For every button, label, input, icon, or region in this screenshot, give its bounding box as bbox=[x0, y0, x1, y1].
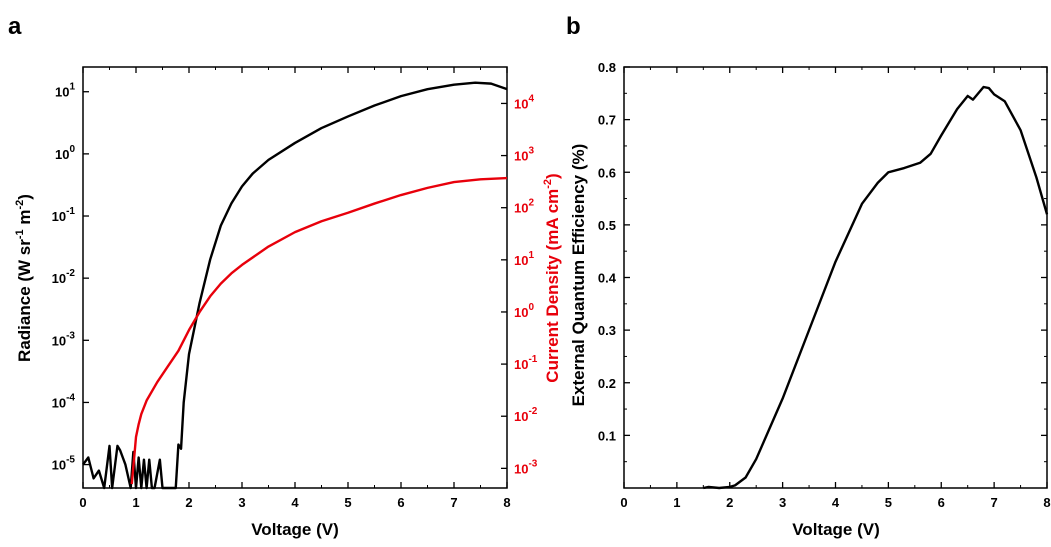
x-tick-label: 0 bbox=[620, 495, 627, 510]
x-tick-label: 7 bbox=[991, 495, 998, 510]
y-right-tick-label: 101 bbox=[514, 250, 534, 268]
panel-label-b: b bbox=[566, 13, 581, 40]
x-tick-label: 5 bbox=[344, 495, 351, 510]
x-tick-label: 3 bbox=[238, 495, 245, 510]
x-tick-label: 8 bbox=[503, 495, 510, 510]
y-right-tick-label: 102 bbox=[514, 198, 534, 216]
x-tick-label: 5 bbox=[885, 495, 892, 510]
x-tick-label: 6 bbox=[397, 495, 404, 510]
y-left-axis-ticks: 10-5 10-4 10-3 10-2 10-1 100 101 bbox=[52, 82, 89, 473]
y-right-tick-label: 10-2 bbox=[514, 406, 538, 424]
y-right-axis-label: Current Density (mA cm-2) bbox=[542, 173, 562, 382]
eqe-line bbox=[703, 85, 1049, 490]
chart-b: 0 1 2 3 4 5 6 7 8 0.1 0.2 0.3 0.4 0.5 0.6 0.7 0.8 Volta… bbox=[569, 60, 1051, 539]
current-density-line bbox=[130, 176, 508, 485]
y-left-tick-label: 101 bbox=[55, 82, 75, 100]
chart-a: 0 1 2 3 4 5 6 7 8 10-5 10-4 10-3 10-2 10-1 100 101 10-… bbox=[14, 66, 562, 539]
y-left-tick-label: 10-1 bbox=[52, 206, 76, 224]
x-tick-label: 2 bbox=[726, 495, 733, 510]
x-tick-label: 1 bbox=[132, 495, 139, 510]
y-tick-label: 0.1 bbox=[598, 428, 616, 443]
x-axis-label: Voltage (V) bbox=[251, 520, 339, 539]
y-axis-label: External Quantum Efficiency (%) bbox=[569, 144, 588, 407]
y-tick-label: 0.3 bbox=[598, 323, 616, 338]
y-tick-label: 0.8 bbox=[598, 60, 616, 75]
panel-label-a: a bbox=[8, 13, 22, 40]
x-tick-label: 2 bbox=[185, 495, 192, 510]
x-axis-label: Voltage (V) bbox=[792, 520, 880, 539]
series-lines bbox=[82, 81, 508, 490]
series-lines bbox=[703, 85, 1049, 490]
y-right-tick-label: 10-3 bbox=[514, 458, 538, 476]
x-tick-label: 3 bbox=[779, 495, 786, 510]
radiance-line bbox=[82, 81, 508, 490]
y-right-tick-label: 103 bbox=[514, 146, 534, 164]
y-tick-label: 0.4 bbox=[598, 271, 617, 286]
x-axis-ticks: 0 1 2 3 4 5 6 7 8 bbox=[620, 67, 1051, 510]
y-right-axis-ticks: 10-3 10-2 10-1 100 101 102 103 104 bbox=[501, 93, 538, 476]
y-left-axis-label: Radiance (W sr-1 m-2) bbox=[14, 194, 34, 362]
y-right-tick-label: 100 bbox=[514, 302, 534, 320]
y-axis-ticks: 0.1 0.2 0.3 0.4 0.5 0.6 0.7 0.8 bbox=[598, 60, 1047, 463]
y-left-tick-label: 10-2 bbox=[52, 268, 76, 286]
y-tick-label: 0.5 bbox=[598, 218, 616, 233]
y-tick-label: 0.7 bbox=[598, 113, 616, 128]
y-right-tick-label: 10-1 bbox=[514, 354, 538, 372]
y-tick-label: 0.6 bbox=[598, 165, 616, 180]
x-tick-label: 4 bbox=[832, 495, 840, 510]
y-tick-label: 0.2 bbox=[598, 376, 616, 391]
y-left-tick-label: 10-5 bbox=[52, 455, 76, 473]
x-tick-label: 7 bbox=[450, 495, 457, 510]
plot-frame bbox=[623, 66, 1048, 489]
y-right-tick-label: 104 bbox=[514, 93, 534, 111]
x-tick-label: 8 bbox=[1043, 495, 1050, 510]
y-left-tick-label: 100 bbox=[55, 144, 75, 162]
plot-frame bbox=[82, 66, 508, 489]
y-left-tick-label: 10-4 bbox=[52, 392, 76, 410]
y-left-tick-label: 10-3 bbox=[52, 330, 76, 348]
x-tick-label: 1 bbox=[673, 495, 680, 510]
x-tick-label: 0 bbox=[79, 495, 86, 510]
x-tick-label: 4 bbox=[291, 495, 299, 510]
x-tick-label: 6 bbox=[938, 495, 945, 510]
x-axis-ticks: 0 1 2 3 4 5 6 7 8 bbox=[79, 67, 511, 510]
